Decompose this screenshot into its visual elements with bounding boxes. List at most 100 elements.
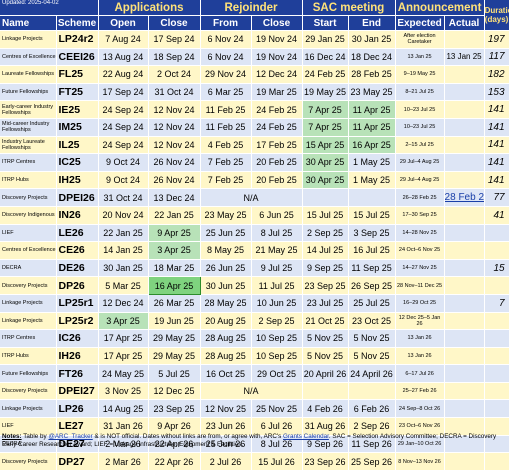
row-rejoinder-from: 25 Jun 26 [200,435,252,454]
row-actual [444,65,485,84]
notes-text-3: . SAC = Selection Advisory Committee; DE… [2,433,497,448]
row-sac-end: 23 May 25 [348,83,396,102]
row-sac-end [348,188,396,207]
row-open-date: 17 Apr 25 [98,329,149,348]
announcement-header: Announcement [395,0,485,16]
row-scheme: DE27 [56,435,99,454]
row-duration [484,312,509,331]
row-close-date: 22 Apr 26 [148,452,201,471]
row-duration: 153 [484,83,509,102]
row-scheme: DP27 [56,452,99,471]
row-duration: 15 [484,259,509,278]
row-sac-end: 18 Dec 24 [348,48,396,67]
row-sac-start: 23 Sep 25 [302,276,349,295]
row-sac-end: 1 May 25 [348,153,396,172]
row-duration: 141 [484,171,509,190]
row-actual [444,259,485,278]
row-open-date: 31 Oct 24 [98,188,149,207]
row-scheme: DPEI26 [56,188,99,207]
row-actual [444,382,485,401]
row-expected: 14–27 Nov 25 [395,259,445,278]
row-rejoinder-from: 23 May 25 [200,206,252,225]
table-row: Centres of Excellence CEEI26 13 Aug 24 18 S… [0,48,509,67]
row-rejoinder-from: 6 Mar 25 [200,83,252,102]
row-rejoinder-close: 8 Jul 26 [251,435,303,454]
row-rejoinder-from: 28 Aug 25 [200,347,252,366]
open-column-header: Open [98,15,149,31]
row-actual [444,30,485,49]
table-row: Centres of Excellence CE26 14 Jan 25 3 Apr … [0,241,509,260]
row-open-date: 24 May 25 [98,364,149,383]
row-actual [444,294,485,313]
row-close-date: 13 Dec 24 [148,188,201,207]
row-rejoinder-close: 11 Jul 25 [251,276,303,295]
row-rejoinder-close: 10 Jun 25 [251,294,303,313]
table-row: Mid-career Industry Fellowships IM25 24 Se… [0,118,509,137]
table-row: LIEF LE26 22 Jan 25 9 Apr 25 25 Jun 25 8 Jul … [0,224,509,243]
rejoinder-close-header: Close [251,15,303,31]
row-rejoinder-close: 19 Nov 24 [251,48,303,67]
notes-text-1: Table by [21,433,49,440]
row-duration [484,276,509,295]
row-rejoinder-from: 29 Nov 24 [200,65,252,84]
row-duration [484,417,509,436]
row-duration [484,347,509,366]
row-scheme: FT25 [56,83,99,102]
row-name: Early-career Industry Fellowships [0,100,57,119]
row-sac-start: 4 Feb 26 [302,399,349,419]
row-open-date: 12 Dec 24 [98,294,149,313]
row-rejoinder-from: 2 Jul 26 [200,452,252,471]
row-open-date: 3 Apr 25 [98,312,149,331]
row-rejoinder-na: N/A [200,188,303,207]
table-row: Laureate Fellowships FL25 22 Aug 24 2 Oct 2… [0,65,509,84]
row-scheme: DE26 [56,259,99,278]
row-sac-end: 25 Sep 26 [348,452,396,471]
row-expected: 14–28 Nov 25 [395,224,445,243]
grants-calendar-link[interactable]: Grants Calendar [283,433,329,440]
row-open-date: 9 Oct 24 [98,153,149,172]
row-rejoinder-close: 24 Feb 25 [251,100,303,119]
row-sac-start: 5 Nov 25 [302,347,349,366]
row-expected: 24 Oct–6 Nov 25 [395,241,445,260]
row-sac-end [348,382,396,401]
row-actual [444,118,485,137]
row-scheme: LP25r2 [56,312,99,331]
row-expected: 10–23 Jul 25 [395,118,445,137]
row-sac-end: 3 Sep 25 [348,224,396,243]
table-row: Linkage Projects LP25r2 3 Apr 25 19 Jun 25 2… [0,312,509,331]
row-open-date: 9 Oct 24 [98,171,149,190]
row-rejoinder-from: 12 Nov 25 [200,399,252,419]
row-scheme: LP26 [56,399,99,419]
row-rejoinder-from: 26 Jun 25 [200,259,252,278]
row-close-date: 19 Jun 25 [148,312,201,331]
row-name: Linkage Projects [0,312,57,331]
row-open-date: 24 Sep 24 [98,100,149,119]
row-rejoinder-close: 25 Nov 25 [251,399,303,419]
row-expected: 2–15 Jul 25 [395,136,445,155]
table-row: Discovery Projects DP26 5 Mar 25 16 Apr 25 3… [0,276,509,295]
row-expected: 24 Sep–8 Oct 26 [395,399,445,419]
row-actual [444,153,485,172]
row-open-date: 24 Sep 24 [98,118,149,137]
table-row: Linkage Projects LP26 14 Aug 25 23 Sep 25 12… [0,399,509,419]
row-expected: 23 Oct–6 Nov 26 [395,417,445,436]
row-close-date: 12 Nov 24 [148,100,201,119]
arc-tracker-link[interactable]: @ARC_Tracker [48,433,93,440]
row-actual-link[interactable]: 28 Feb 25 [444,188,485,207]
row-sac-start: 15 Apr 25 [302,136,349,155]
row-close-date: 23 Sep 25 [148,399,201,419]
row-rejoinder-from: 8 May 25 [200,241,252,260]
row-rejoinder-from: 30 Jun 25 [200,276,252,295]
row-sac-start: 30 Apr 25 [302,171,349,190]
row-sac-start: 5 Nov 25 [302,329,349,348]
row-sac-start: 9 Sep 26 [302,435,349,454]
row-open-date: 24 Sep 24 [98,136,149,155]
row-actual [444,206,485,225]
table-row: Discovery Indigenous IN26 20 Nov 24 22 Jan … [0,206,509,225]
row-scheme: IM25 [56,118,99,137]
table-row: DECRA DE26 30 Jan 25 18 Mar 25 26 Jun 25 9 Ju… [0,259,509,278]
row-close-date: 22 Jan 25 [148,206,201,225]
table-row: ITRP Centres IC25 9 Oct 24 26 Nov 24 7 Feb 2… [0,153,509,172]
